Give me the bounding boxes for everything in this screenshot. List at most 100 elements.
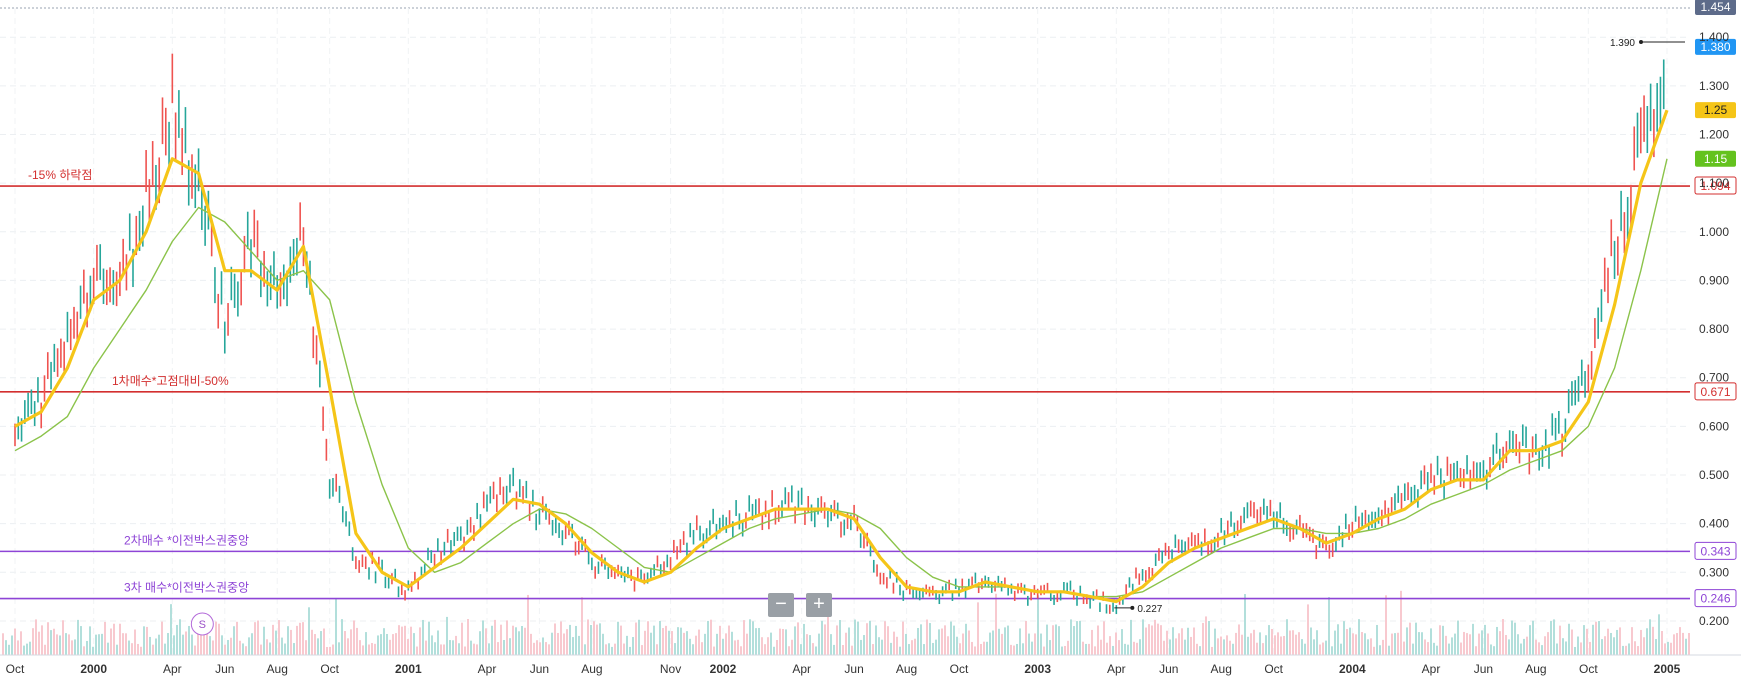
volume-bar	[674, 643, 676, 655]
y-tick-label: 1.200	[1699, 127, 1729, 141]
zoom-in-button[interactable]: +	[806, 593, 832, 617]
volume-bar	[965, 623, 967, 655]
volume-bar	[656, 644, 658, 655]
volume-bar	[1319, 644, 1321, 655]
volume-bar	[1496, 626, 1498, 655]
volume-bar	[1262, 643, 1264, 655]
volume-bar	[1187, 627, 1189, 655]
volume-bar	[1370, 638, 1372, 655]
volume-bar	[140, 646, 142, 655]
y-tick-label: 0.900	[1699, 273, 1729, 287]
volume-bar	[776, 640, 778, 655]
level-price-label: 0.343	[1700, 544, 1730, 558]
volume-bar	[125, 633, 127, 655]
volume-bar	[896, 636, 898, 655]
volume-bar	[1565, 641, 1567, 655]
volume-bar	[641, 645, 643, 655]
volume-bar	[986, 641, 988, 655]
volume-bar	[302, 622, 304, 655]
volume-bar	[212, 640, 214, 655]
x-axis[interactable]: Oct 2000 Apr Jun Aug Oct 2001 Apr Jun Aug Nov 2002 A…	[0, 654, 1741, 676]
volume-bar	[1532, 620, 1534, 655]
volume-bar	[611, 646, 613, 655]
volume-bar	[491, 625, 493, 655]
volume-bar	[908, 644, 910, 655]
volume-bar	[1385, 595, 1387, 655]
volume-bar	[923, 644, 925, 655]
volume-bar	[1316, 630, 1318, 655]
volume-bar	[1547, 632, 1549, 655]
x-tick-label: Apr	[1422, 662, 1441, 676]
volume-bar	[1361, 632, 1363, 655]
volume-bar	[1157, 623, 1159, 655]
volume-bar	[1451, 637, 1453, 655]
x-tick-label: Jun	[1159, 662, 1178, 676]
volume-bar	[929, 623, 931, 655]
volume-bar	[1175, 638, 1177, 655]
volume-bar	[1112, 645, 1114, 655]
volume-bar	[1406, 627, 1408, 655]
volume-bar	[224, 644, 226, 655]
volume-bar	[326, 646, 328, 655]
volume-bar	[323, 628, 325, 655]
x-tick-label: Oct	[6, 662, 25, 676]
volume-bar	[692, 644, 694, 655]
volume-bar	[1583, 625, 1585, 655]
volume-bar	[584, 644, 586, 655]
volume-bar	[764, 644, 766, 655]
volume-bar	[41, 625, 43, 655]
y-axis[interactable]: 0.200 0.300 0.400 0.500 0.600 0.700 0.800 0.900…	[1699, 30, 1729, 628]
volume-bar	[686, 631, 688, 655]
volume-bar	[377, 635, 379, 655]
volume-bar	[1448, 643, 1450, 655]
zoom-out-button[interactable]: −	[768, 593, 794, 617]
y-tick-label: 0.200	[1699, 614, 1729, 628]
volume-bar	[1640, 629, 1642, 655]
horizontal-levels: -15% 하락점 1.094 1차매수*고점대비-50% 0.671 2차매수 *이전박…	[0, 168, 1737, 608]
volume-bar	[857, 621, 859, 655]
volume-bar	[410, 626, 412, 655]
x-tick-label: Jun	[1474, 662, 1493, 676]
volume-bar	[281, 637, 283, 655]
volume-bar	[1256, 642, 1258, 655]
volume-bar	[1223, 639, 1225, 655]
volume-bar	[107, 642, 109, 655]
volume-bar	[1628, 643, 1630, 655]
volume-bar	[782, 628, 784, 655]
volume-bar	[116, 644, 118, 655]
volume-bar	[827, 602, 829, 655]
y-tick-label: 0.400	[1699, 517, 1729, 531]
volume-bar	[1328, 597, 1330, 655]
volume-bar	[392, 634, 394, 655]
volume-bar	[1613, 637, 1615, 655]
volume-bar	[1514, 622, 1516, 655]
volume-bar	[1688, 633, 1690, 655]
volume-bar	[35, 619, 37, 655]
volume-bar	[1667, 641, 1669, 655]
volume-bar	[1358, 619, 1360, 655]
volume-bar	[305, 640, 307, 655]
volume-bar	[941, 628, 943, 655]
volume-bar	[467, 619, 469, 655]
volume-bar	[251, 633, 253, 655]
price-badge	[1695, 38, 1736, 55]
volume-bar	[104, 621, 106, 655]
volume-bar	[359, 640, 361, 655]
volume-bar	[155, 638, 157, 655]
volume-bar	[416, 646, 418, 655]
volume-bar	[902, 621, 904, 655]
volume-bar	[185, 631, 187, 655]
volume-bar	[1538, 642, 1540, 655]
volume-bar	[1046, 624, 1048, 655]
volume-bar	[710, 619, 712, 655]
x-tick-label: Aug	[581, 662, 602, 676]
volume-bar	[866, 623, 868, 655]
volume-bar	[608, 643, 610, 655]
volume-bar	[887, 626, 889, 655]
volume-bar	[1226, 635, 1228, 655]
volume-bar	[1049, 640, 1051, 655]
volume-bar	[1511, 620, 1513, 655]
volume-bar	[695, 635, 697, 655]
volume-bar	[626, 635, 628, 655]
